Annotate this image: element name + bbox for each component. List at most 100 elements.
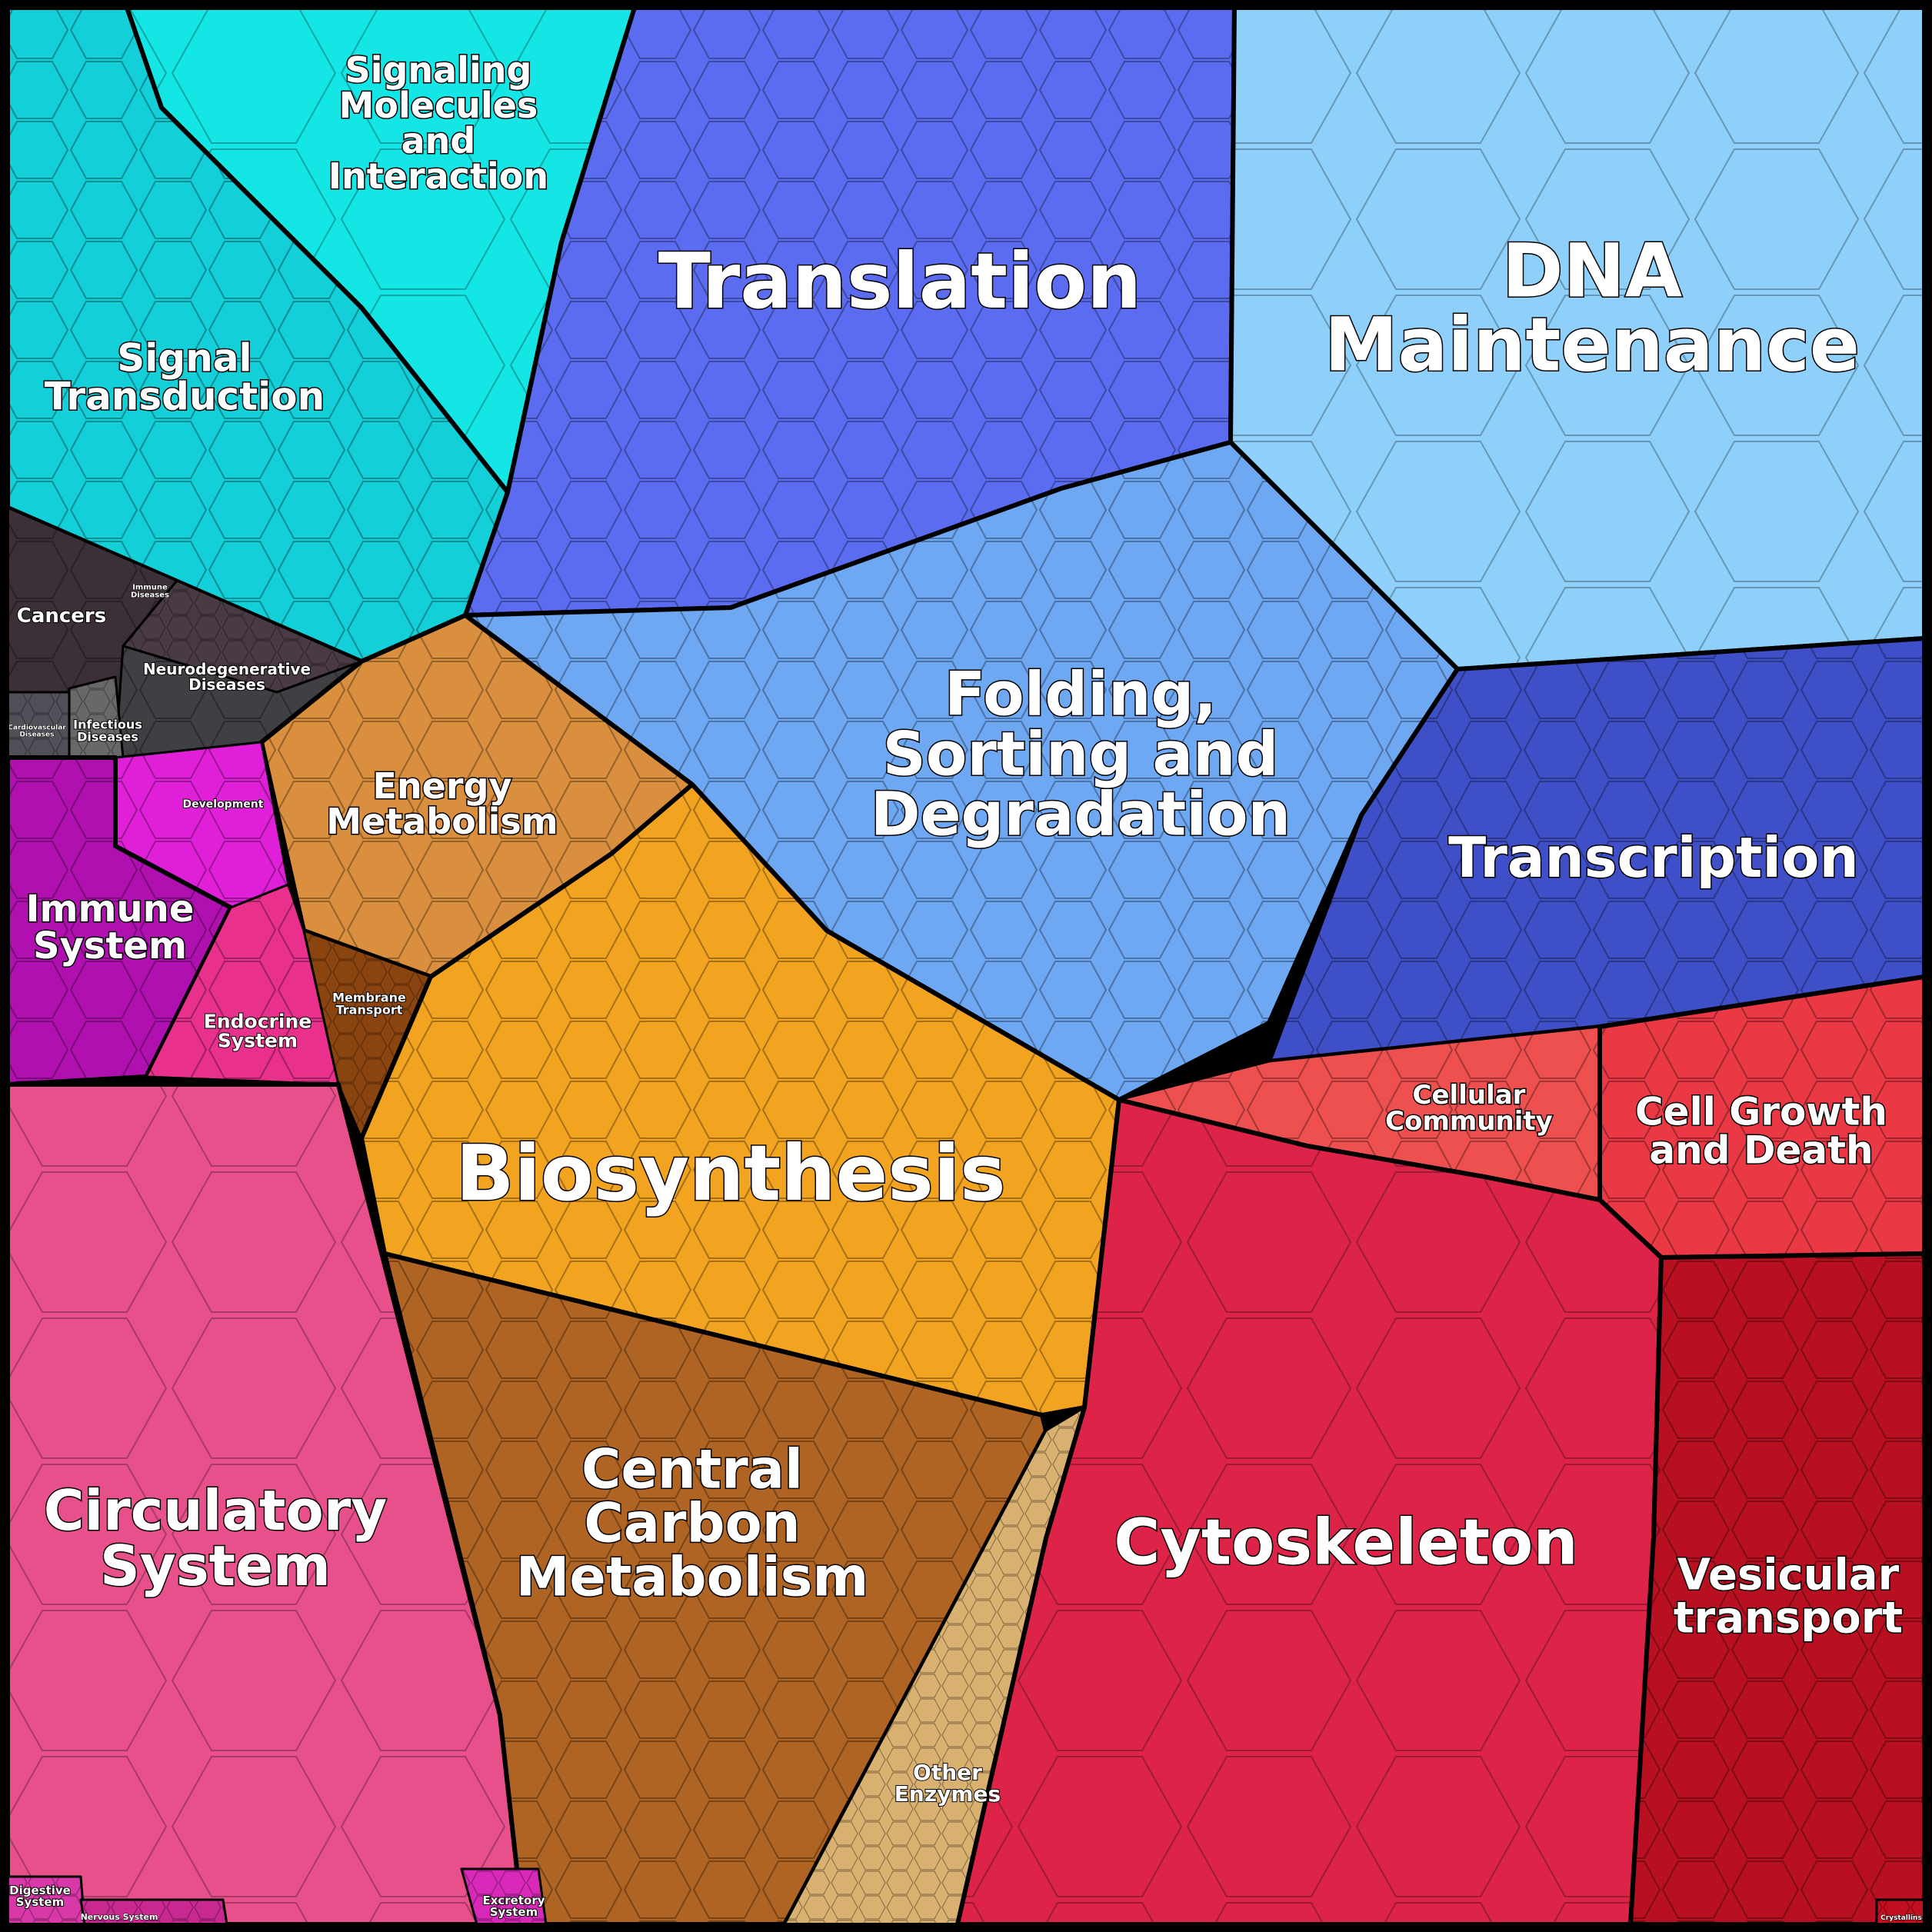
- region-vesicular-transport: [1628, 1251, 1927, 1927]
- region-immune-system-cells: [8, 758, 231, 1084]
- region-other-enzymes-cells: [784, 1407, 1084, 1924]
- label-neurodegenerative-line: Neurodegenerative: [143, 660, 311, 678]
- label-dna-maintenance: DNA Maintenance: [1324, 228, 1860, 388]
- label-other-enzymes-line: Enzymes: [894, 1781, 1001, 1807]
- region-translation: [463, 5, 1237, 618]
- label-infectious-line: Diseases: [77, 730, 138, 744]
- label-signaling-line: Molecules: [339, 85, 538, 126]
- label-energy-metabolism: Energy Metabolism: [326, 765, 558, 842]
- label-transcription-line: Transcription: [1448, 825, 1859, 890]
- label-circulatory-system-line: System: [100, 1534, 331, 1598]
- label-cellular-community: Cellular Community: [1385, 1080, 1553, 1137]
- region-vesicular-transport-cells: [1631, 1254, 1924, 1924]
- region-development-cells: [115, 742, 288, 908]
- region-biosynthesis-cells: [361, 784, 1119, 1415]
- region-development: [114, 741, 290, 909]
- label-digestive-system-line: Digestive: [9, 1884, 71, 1897]
- label-development-line: Development: [183, 798, 264, 811]
- label-biosynthesis: Biosynthesis: [455, 1128, 1005, 1218]
- region-crystallins: [1875, 1898, 1926, 1926]
- label-signaling-line: Signaling: [345, 49, 532, 91]
- label-immune-system-line: System: [33, 924, 187, 968]
- region-digestive-system-cells: [8, 1877, 85, 1924]
- region-cell-growth-death-cells: [1600, 977, 1924, 1257]
- region-membrane-transport-cells: [304, 931, 431, 1138]
- label-folding-line: Folding,: [944, 660, 1217, 729]
- region-signal-transduction-cells: [8, 8, 508, 661]
- region-cell-growth-death: [1597, 974, 1927, 1260]
- region-cardiovascular: [6, 691, 71, 759]
- label-folding-line: Degradation: [871, 780, 1291, 849]
- label-cellular-community-line: Community: [1385, 1106, 1553, 1137]
- label-infectious-line: Infectious: [73, 718, 142, 732]
- label-other-enzymes-line: Other: [913, 1760, 982, 1785]
- label-immune-system-line: Immune: [26, 888, 195, 931]
- label-folding: Folding, Sorting and Degradation: [871, 660, 1291, 849]
- label-immune-system: Immune System: [26, 888, 195, 968]
- label-vesicular-transport-line: transport: [1674, 1594, 1903, 1644]
- label-signaling: Signaling Molecules and Interaction: [328, 49, 548, 197]
- label-signaling-line: and: [401, 120, 476, 162]
- label-cardiovascular: Cardiovascular Diseases: [8, 724, 66, 739]
- label-signal-transduction-line: Transduction: [45, 375, 325, 419]
- label-signal-transduction: Signal Transduction: [45, 336, 325, 419]
- region-central-carbon: [382, 1251, 1048, 1927]
- label-membrane-transport-line: Transport: [336, 1003, 403, 1018]
- region-dna-maintenance: [1228, 5, 1927, 671]
- region-immune-diseases-cells: [123, 581, 361, 692]
- region-cytoskeleton-cells: [958, 1100, 1661, 1924]
- label-other-enzymes: Other Enzymes: [894, 1760, 1001, 1807]
- label-excretory-system: Excretory System: [482, 1894, 545, 1919]
- label-nervous-system: Nervous System: [81, 1912, 158, 1922]
- label-vesicular-transport: Vesicular transport: [1674, 1551, 1903, 1644]
- label-excretory-system-line: Excretory: [482, 1894, 545, 1907]
- label-circulatory-system-line: Circulatory: [44, 1478, 388, 1543]
- label-central-carbon-line: Metabolism: [516, 1546, 869, 1609]
- region-cardiovascular-cells: [8, 692, 69, 758]
- region-folding-cells: [465, 442, 1457, 1100]
- label-infectious: Infectious Diseases: [73, 718, 142, 744]
- region-endocrine-system-cells: [146, 884, 338, 1084]
- label-translation-line: Translation: [658, 236, 1141, 326]
- label-immune-diseases-line: Immune: [132, 584, 168, 592]
- label-membrane-transport-line: Membrane: [332, 991, 406, 1005]
- region-transcription-cells: [1269, 638, 1924, 1061]
- region-excretory-system: [460, 1867, 548, 1926]
- label-energy-metabolism-line: Metabolism: [326, 801, 558, 842]
- label-neurodegenerative-line: Diseases: [188, 675, 265, 694]
- label-vesicular-transport-line: Vesicular: [1677, 1551, 1900, 1601]
- region-signaling-cells: [127, 8, 635, 492]
- label-central-carbon-line: Carbon: [584, 1492, 800, 1555]
- region-digestive-system: [6, 1875, 86, 1926]
- label-digestive-system: Digestive System: [9, 1884, 71, 1909]
- region-infectious: [68, 675, 125, 759]
- label-dna-maintenance-line: Maintenance: [1324, 302, 1860, 388]
- label-neurodegenerative: Neurodegenerative Diseases: [143, 660, 311, 694]
- label-digestive-system-line: System: [16, 1895, 64, 1909]
- region-excretory-system-cells: [461, 1869, 546, 1924]
- region-cytoskeleton: [955, 1098, 1664, 1927]
- region-neurodegenerative-cells: [115, 646, 361, 758]
- label-immune-diseases: Immune Diseases: [131, 584, 169, 600]
- region-central-carbon-cells: [385, 1254, 1046, 1924]
- label-cell-growth-death-line: and Death: [1649, 1128, 1873, 1173]
- label-dna-maintenance-line: DNA: [1502, 228, 1682, 315]
- label-transcription: Transcription: [1448, 825, 1859, 890]
- label-development: Development: [183, 798, 264, 811]
- label-cytoskeleton-line: Cytoskeleton: [1114, 1507, 1578, 1580]
- label-cancers: Cancers: [17, 605, 106, 628]
- label-immune-diseases-line: Diseases: [131, 591, 169, 600]
- label-nervous-system-line: Nervous System: [81, 1912, 158, 1922]
- label-central-carbon-line: Central: [581, 1438, 803, 1501]
- label-cardiovascular-line: Diseases: [20, 731, 55, 739]
- label-endocrine-system: Endocrine System: [204, 1010, 311, 1051]
- label-membrane-transport: Membrane Transport: [332, 991, 406, 1018]
- label-central-carbon: Central Carbon Metabolism: [516, 1438, 869, 1609]
- region-translation-cells: [465, 8, 1234, 615]
- region-crystallins-cells: [1877, 1900, 1924, 1924]
- label-cell-growth-death: Cell Growth and Death: [1635, 1090, 1887, 1173]
- region-energy-metabolism: [259, 613, 695, 979]
- label-signaling-line: Interaction: [328, 155, 548, 197]
- region-circulatory-system-cells: [8, 1084, 523, 1924]
